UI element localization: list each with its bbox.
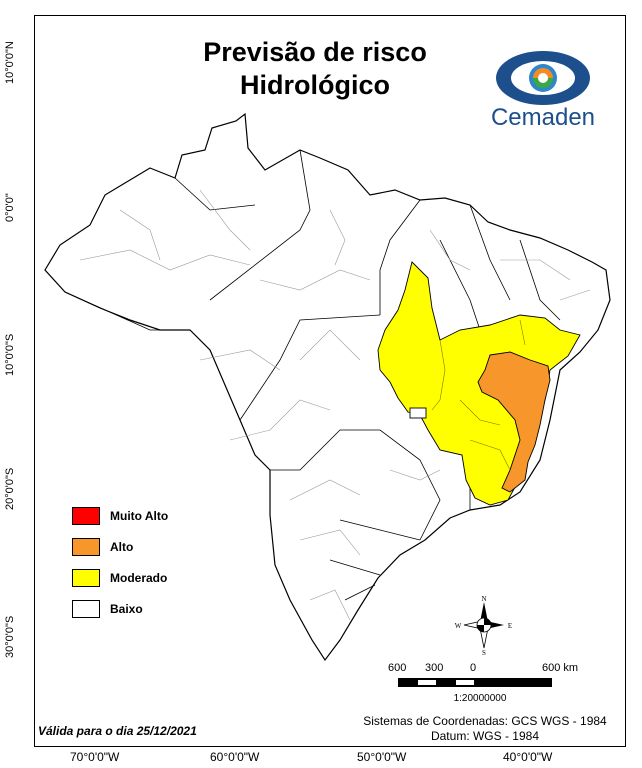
scale-labels: 600 300 0 600 km	[380, 662, 600, 678]
legend-swatch	[72, 507, 100, 525]
lon-label-40w: 40°0'0"W	[503, 750, 553, 764]
cemaden-logo-icon	[496, 51, 590, 105]
crs-line-2: Datum: WGS - 1984	[430, 729, 540, 743]
compass-e: E	[508, 622, 512, 630]
north-arrow-icon: N S W E	[455, 595, 512, 656]
federal-district	[409, 407, 427, 419]
title-line-2: Hidrológico	[240, 70, 390, 100]
legend-swatch	[72, 569, 100, 587]
valid-date: Válida para o dia 25/12/2021	[38, 724, 197, 738]
legend-label: Muito Alto	[110, 509, 169, 523]
scale-ratio: 1:20000000	[453, 693, 507, 704]
legend-label: Baixo	[110, 602, 143, 616]
legend-item-moderado: Moderado	[72, 569, 272, 589]
title-line-1: Previsão de risco	[203, 37, 427, 67]
compass-w: W	[455, 622, 462, 630]
compass-n: N	[481, 595, 486, 603]
scale-label-300: 300	[425, 662, 444, 674]
legend-label: Moderado	[110, 571, 168, 585]
map-title: Previsão de risco Hidrológico	[170, 36, 460, 102]
legend-label: Alto	[110, 540, 134, 554]
legend-swatch	[72, 600, 100, 618]
crs-line-1: Sistemas de Coordenadas: GCS WGS - 1984	[363, 714, 607, 728]
lon-label-70w: 70°0'0"W	[70, 750, 120, 764]
legend-item-baixo: Baixo	[72, 600, 272, 620]
scale-label-0: 0	[470, 662, 477, 674]
scale-label-600-km: 600 km	[542, 662, 579, 674]
compass-s: S	[482, 649, 486, 656]
coordinate-system: Sistemas de Coordenadas: GCS WGS - 1984 …	[350, 714, 620, 744]
lon-label-60w: 60°0'0"W	[210, 750, 260, 764]
logo-text: Cemaden	[490, 104, 596, 131]
legend-item-alto: Alto	[72, 538, 272, 558]
scale-label-600-left: 600	[388, 662, 407, 674]
legend-swatch	[72, 538, 100, 556]
basin-boundaries	[79, 189, 591, 621]
legend-item-muito-alto: Muito Alto	[72, 507, 272, 527]
lon-label-50w: 50°0'0"W	[357, 750, 407, 764]
risk-area-alto	[477, 351, 551, 493]
scale-bar	[398, 678, 552, 687]
